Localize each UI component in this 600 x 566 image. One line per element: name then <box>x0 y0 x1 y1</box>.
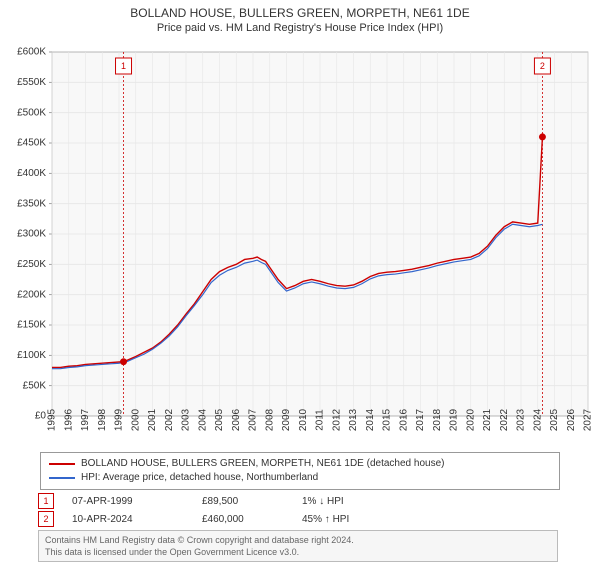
svg-text:2014: 2014 <box>365 408 376 431</box>
svg-text:2004: 2004 <box>197 408 208 431</box>
svg-text:£0: £0 <box>35 411 47 422</box>
svg-text:2002: 2002 <box>164 408 175 431</box>
svg-text:2024: 2024 <box>532 408 543 431</box>
legend-item: BOLLAND HOUSE, BULLERS GREEN, MORPETH, N… <box>49 457 551 471</box>
chart-svg: £0 £50K £100K £150K £200K £250K £300K £350K £400… <box>0 46 600 446</box>
svg-text:£100K: £100K <box>17 350 46 361</box>
footer: Contains HM Land Registry data © Crown c… <box>38 530 558 562</box>
svg-text:2001: 2001 <box>147 408 158 431</box>
svg-text:2021: 2021 <box>482 408 493 431</box>
svg-text:2016: 2016 <box>398 408 409 431</box>
svg-text:£500K: £500K <box>17 107 46 118</box>
svg-text:2009: 2009 <box>281 408 292 431</box>
legend-item: HPI: Average price, detached house, Nort… <box>49 471 551 485</box>
svg-text:£150K: £150K <box>17 320 46 331</box>
marker-badge: 1 <box>38 493 54 509</box>
svg-text:1999: 1999 <box>114 408 125 431</box>
marker-table: 1 07-APR-1999 £89,500 1% ↓ HPI 2 10-APR-… <box>38 492 558 528</box>
svg-text:1995: 1995 <box>47 408 58 431</box>
svg-text:2026: 2026 <box>566 408 577 431</box>
svg-text:£300K: £300K <box>17 229 46 240</box>
svg-text:£200K: £200K <box>17 289 46 300</box>
legend: BOLLAND HOUSE, BULLERS GREEN, MORPETH, N… <box>40 452 560 490</box>
svg-text:1998: 1998 <box>97 408 108 431</box>
marker-pct: 1% ↓ HPI <box>302 496 442 507</box>
svg-text:2022: 2022 <box>499 408 510 431</box>
marker-date: 07-APR-1999 <box>72 496 202 507</box>
svg-text:2011: 2011 <box>315 409 326 431</box>
svg-text:2013: 2013 <box>348 408 359 431</box>
footer-line: Contains HM Land Registry data © Crown c… <box>45 534 551 546</box>
marker-row: 2 10-APR-2024 £460,000 45% ↑ HPI <box>38 510 558 528</box>
footer-line: This data is licensed under the Open Gov… <box>45 546 551 558</box>
svg-text:2023: 2023 <box>516 408 527 431</box>
svg-text:2018: 2018 <box>432 408 443 431</box>
svg-text:2: 2 <box>540 61 545 71</box>
svg-text:2008: 2008 <box>264 408 275 431</box>
svg-text:£450K: £450K <box>17 138 46 149</box>
marker-price: £89,500 <box>202 496 302 507</box>
marker-pct: 45% ↑ HPI <box>302 514 442 525</box>
chart-container: BOLLAND HOUSE, BULLERS GREEN, MORPETH, N… <box>0 6 600 566</box>
svg-text:£50K: £50K <box>23 380 47 391</box>
svg-text:2003: 2003 <box>181 408 192 431</box>
marker-row: 1 07-APR-1999 £89,500 1% ↓ HPI <box>38 492 558 510</box>
svg-text:£400K: £400K <box>17 168 46 179</box>
svg-text:£600K: £600K <box>17 47 46 58</box>
svg-text:2017: 2017 <box>415 408 426 431</box>
svg-text:1997: 1997 <box>80 408 91 431</box>
svg-text:£550K: £550K <box>17 77 46 88</box>
svg-text:2005: 2005 <box>214 408 225 431</box>
svg-text:£250K: £250K <box>17 259 46 270</box>
svg-text:1: 1 <box>121 61 126 71</box>
svg-text:2015: 2015 <box>382 408 393 431</box>
svg-text:2007: 2007 <box>248 408 259 431</box>
chart-title: BOLLAND HOUSE, BULLERS GREEN, MORPETH, N… <box>0 6 600 20</box>
legend-swatch <box>49 463 75 465</box>
marker-price: £460,000 <box>202 514 302 525</box>
chart-area: £0 £50K £100K £150K £200K £250K £300K £350K £400… <box>0 46 600 446</box>
svg-text:£350K: £350K <box>17 198 46 209</box>
marker-date: 10-APR-2024 <box>72 514 202 525</box>
svg-text:2020: 2020 <box>465 408 476 431</box>
svg-text:2025: 2025 <box>549 408 560 431</box>
legend-label: BOLLAND HOUSE, BULLERS GREEN, MORPETH, N… <box>81 457 444 471</box>
chart-subtitle: Price paid vs. HM Land Registry's House … <box>0 22 600 34</box>
legend-swatch <box>49 477 75 479</box>
svg-text:2006: 2006 <box>231 408 242 431</box>
svg-text:2010: 2010 <box>298 408 309 431</box>
svg-text:2012: 2012 <box>331 408 342 431</box>
svg-text:2027: 2027 <box>583 408 594 431</box>
svg-text:1996: 1996 <box>63 408 74 431</box>
svg-text:2000: 2000 <box>130 408 141 431</box>
svg-text:2019: 2019 <box>449 408 460 431</box>
marker-badge: 2 <box>38 511 54 527</box>
legend-label: HPI: Average price, detached house, Nort… <box>81 471 318 485</box>
